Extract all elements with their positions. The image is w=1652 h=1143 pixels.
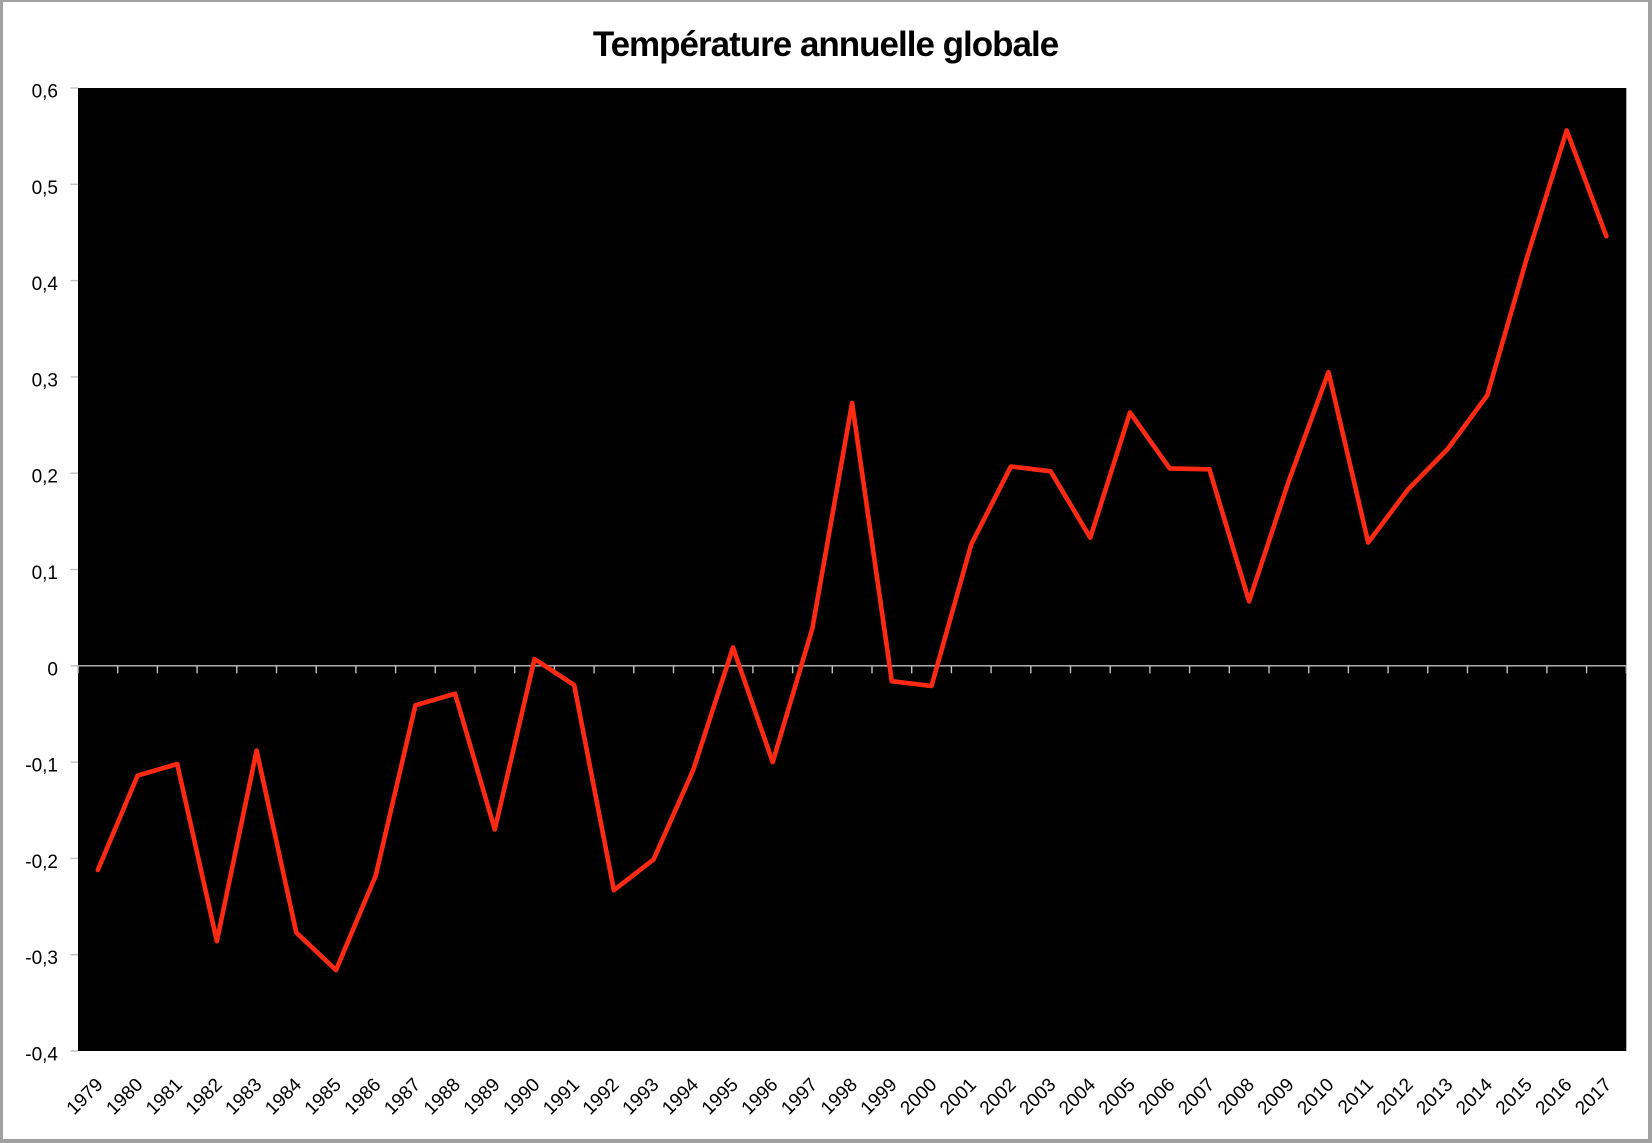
svg-text:2008: 2008 [1214,1074,1259,1119]
svg-text:0,3: 0,3 [32,370,58,391]
svg-text:2012: 2012 [1373,1074,1418,1119]
svg-text:-0,3: -0,3 [25,948,58,969]
svg-text:1981: 1981 [142,1074,187,1119]
svg-text:1982: 1982 [182,1074,227,1119]
svg-text:1980: 1980 [103,1074,148,1119]
svg-text:1984: 1984 [261,1074,306,1119]
svg-text:1983: 1983 [222,1074,267,1119]
svg-text:2005: 2005 [1095,1074,1140,1119]
svg-text:1999: 1999 [857,1074,902,1119]
svg-text:1995: 1995 [698,1074,743,1119]
svg-text:2016: 2016 [1532,1074,1577,1119]
svg-text:1996: 1996 [738,1074,783,1119]
svg-text:0,2: 0,2 [32,467,58,488]
svg-text:1979: 1979 [63,1074,108,1119]
svg-text:2006: 2006 [1135,1074,1180,1119]
svg-text:1990: 1990 [500,1074,545,1119]
svg-text:2010: 2010 [1294,1074,1339,1119]
svg-text:1989: 1989 [460,1074,505,1119]
svg-text:1986: 1986 [341,1074,386,1119]
svg-text:Température annuelle globale: Température annuelle globale [593,25,1059,64]
svg-text:0,5: 0,5 [32,178,58,199]
svg-text:1994: 1994 [658,1074,703,1119]
svg-text:2004: 2004 [1055,1074,1100,1119]
svg-text:2003: 2003 [1016,1074,1061,1119]
svg-text:-0,1: -0,1 [25,756,58,777]
svg-text:1988: 1988 [420,1074,465,1119]
svg-text:0,1: 0,1 [32,563,58,584]
svg-text:0: 0 [47,659,58,680]
svg-text:-0,4: -0,4 [25,1045,58,1066]
svg-text:0,4: 0,4 [32,274,59,295]
svg-text:2015: 2015 [1492,1074,1537,1119]
svg-text:2007: 2007 [1174,1074,1219,1119]
svg-text:2014: 2014 [1452,1074,1497,1119]
svg-text:2013: 2013 [1413,1074,1458,1119]
svg-text:1987: 1987 [380,1074,425,1119]
svg-text:0,6: 0,6 [32,82,58,103]
svg-text:2002: 2002 [976,1074,1021,1119]
svg-text:2017: 2017 [1571,1074,1616,1119]
svg-text:1985: 1985 [301,1074,346,1119]
svg-text:1997: 1997 [777,1074,822,1119]
svg-text:1992: 1992 [579,1074,624,1119]
svg-text:2000: 2000 [897,1074,942,1119]
svg-text:1991: 1991 [539,1074,584,1119]
svg-text:1998: 1998 [817,1074,862,1119]
svg-text:-0,2: -0,2 [25,852,58,873]
svg-text:1993: 1993 [619,1074,664,1119]
svg-text:2011: 2011 [1334,1074,1378,1118]
svg-text:2009: 2009 [1254,1074,1299,1119]
svg-text:2001: 2001 [936,1074,981,1119]
